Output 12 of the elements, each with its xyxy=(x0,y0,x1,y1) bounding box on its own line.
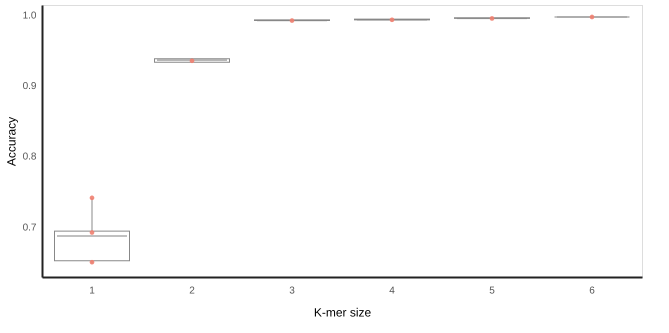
x-tick-label: 3 xyxy=(289,286,296,296)
x-tick-label: 6 xyxy=(589,286,596,296)
x-axis-title: K-mer size xyxy=(314,306,372,320)
y-tick-label: 0.7 xyxy=(22,222,37,234)
x-tick-label: 1 xyxy=(89,286,96,296)
y-tick-label: 1.0 xyxy=(22,10,37,22)
x-tick-label: 5 xyxy=(489,286,496,296)
x-tick-label: 4 xyxy=(389,286,396,296)
y-axis-title: Accuracy xyxy=(4,116,19,166)
x-tick-label: 2 xyxy=(189,286,196,296)
y-tick-label: 0.8 xyxy=(22,152,37,163)
y-tick-label: 0.9 xyxy=(22,81,37,92)
